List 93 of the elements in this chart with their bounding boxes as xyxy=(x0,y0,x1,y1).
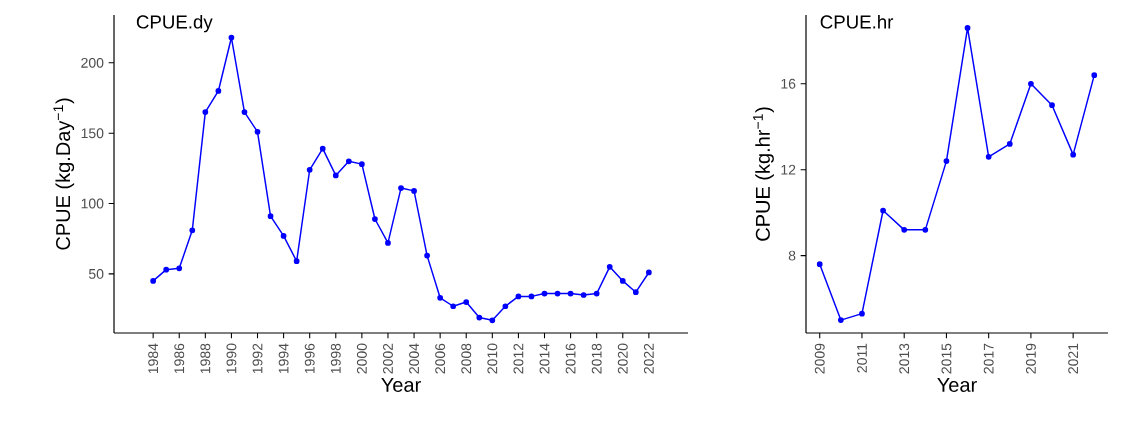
point xyxy=(267,213,274,220)
x-tick-label: 2010 xyxy=(487,343,498,374)
point xyxy=(1049,102,1055,109)
point xyxy=(228,34,235,41)
x-tick-label: 1984 xyxy=(148,343,159,374)
point xyxy=(202,109,209,115)
x-tick-label: 2015 xyxy=(941,343,952,374)
point xyxy=(189,227,196,234)
point xyxy=(215,88,222,94)
point xyxy=(254,128,261,135)
x-tick-label: 2000 xyxy=(356,343,367,374)
x-tick-label: 1996 xyxy=(304,343,315,374)
point xyxy=(985,153,992,160)
point xyxy=(280,233,287,239)
point xyxy=(502,303,509,310)
point xyxy=(163,266,170,273)
x-tick-label: 2021 xyxy=(1068,343,1079,374)
x-tick-label: 2020 xyxy=(617,343,628,374)
x-tick-label: 1990 xyxy=(226,343,237,374)
x-tick-label: 2017 xyxy=(983,343,994,374)
x-tick-label: 2013 xyxy=(899,343,910,374)
x-tick-label: 1986 xyxy=(174,343,185,374)
point xyxy=(1028,80,1034,87)
y-tick-label: 16 xyxy=(781,78,796,89)
point xyxy=(964,25,971,31)
point xyxy=(411,188,417,194)
point xyxy=(859,310,865,317)
y-tick-label: 12 xyxy=(781,164,796,175)
x-tick-label: 2009 xyxy=(814,343,825,374)
chart-title: CPUE.dy xyxy=(136,14,213,33)
x-tick-label: 2018 xyxy=(591,343,602,374)
y-tick-label: 150 xyxy=(81,128,104,139)
x-tick-label: 1994 xyxy=(278,343,289,374)
chart-title: CPUE.hr xyxy=(820,14,894,29)
y-tick-label: 8 xyxy=(788,250,796,261)
y-tick-label: 200 xyxy=(81,57,104,68)
y-axis-title: CPUE (kg.hr$^{−1}$) xyxy=(753,107,774,241)
x-tick-label: 2002 xyxy=(383,343,393,374)
point xyxy=(489,317,496,324)
x-tick-label: 1998 xyxy=(330,343,341,374)
point xyxy=(319,145,326,152)
y-tick-label: 50 xyxy=(88,268,104,279)
y-axis-title: CPUE (kg.Day$^{−1}$) xyxy=(53,98,75,250)
point xyxy=(554,290,561,297)
point xyxy=(476,314,483,321)
point xyxy=(528,293,535,300)
x-tick-label: 2004 xyxy=(409,343,420,374)
point xyxy=(398,185,404,191)
x-tick-label: 1992 xyxy=(252,343,263,374)
point xyxy=(332,172,339,179)
point xyxy=(437,294,444,301)
point xyxy=(901,226,908,233)
point xyxy=(606,263,613,270)
point xyxy=(541,290,548,297)
point xyxy=(359,161,365,168)
x-tick-label: 2022 xyxy=(643,343,654,374)
point xyxy=(922,226,929,233)
point xyxy=(424,252,430,259)
point xyxy=(1006,141,1013,147)
x-tick-label: 2006 xyxy=(435,343,446,374)
x-axis-title: Year xyxy=(381,378,421,392)
point xyxy=(943,158,950,164)
point xyxy=(880,207,886,214)
point xyxy=(176,265,183,272)
point xyxy=(1091,72,1098,79)
point xyxy=(515,293,522,300)
point xyxy=(567,290,574,297)
point xyxy=(150,278,157,284)
point xyxy=(645,269,652,276)
point xyxy=(580,292,587,298)
point xyxy=(450,303,457,310)
x-tick-label: 2011 xyxy=(857,343,867,373)
point xyxy=(241,109,248,115)
point xyxy=(345,158,352,165)
point xyxy=(385,240,391,246)
point xyxy=(593,290,600,297)
point xyxy=(816,261,823,268)
x-tick-label: 2012 xyxy=(513,343,524,374)
point xyxy=(632,289,639,296)
point xyxy=(1070,151,1077,158)
point xyxy=(306,166,313,173)
x-tick-label: 2016 xyxy=(565,343,576,374)
point xyxy=(837,317,844,323)
point xyxy=(372,216,378,222)
point xyxy=(293,258,300,265)
point xyxy=(619,278,626,284)
point xyxy=(463,299,470,305)
x-tick-label: 2014 xyxy=(539,343,550,374)
x-tick-label: 1988 xyxy=(200,343,211,374)
y-tick-label: 100 xyxy=(81,198,104,209)
x-tick-label: 2008 xyxy=(461,343,472,374)
x-axis-title: Year xyxy=(937,378,977,392)
x-tick-label: 2019 xyxy=(1025,343,1036,374)
